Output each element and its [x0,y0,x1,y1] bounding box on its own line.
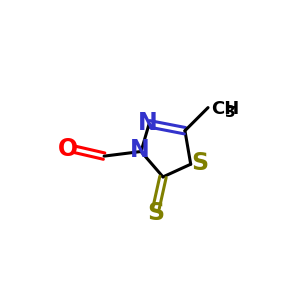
Text: N: N [137,111,157,135]
Text: O: O [58,137,78,161]
Text: CH: CH [212,100,240,118]
Text: N: N [130,138,150,162]
Text: 3: 3 [225,105,236,120]
Text: S: S [191,151,208,175]
Text: S: S [148,201,165,225]
